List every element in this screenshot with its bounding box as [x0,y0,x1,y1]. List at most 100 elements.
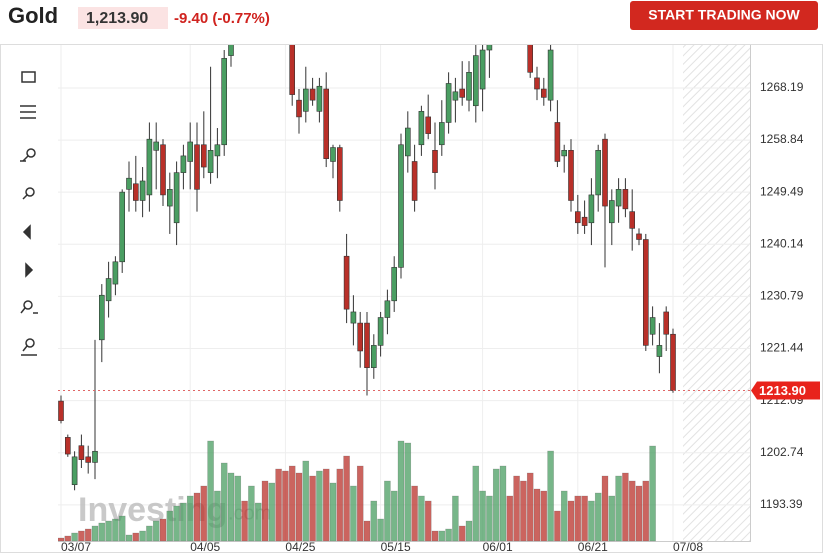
candle-body [521,11,526,39]
volume-bar [567,500,575,542]
volume-bar [479,490,486,542]
tool-rectangle[interactable] [21,71,36,83]
volume-bar [288,465,296,542]
candle-body [561,150,568,157]
volume-bar [268,482,276,542]
volume-bar [424,500,432,542]
volume-bar [146,525,153,542]
volume-bar [635,485,643,542]
candle-body [370,345,377,368]
volume-bar [642,480,650,542]
volume-bar [173,505,180,542]
candle-body [119,191,125,263]
candle-body [534,77,540,90]
volume-bar [220,462,228,542]
candle-body [330,147,336,162]
volume-bar [227,472,235,542]
y-tick-label: 1193.39 [760,497,803,511]
candle-body [201,144,207,168]
candle-body [663,311,670,335]
button-label[interactable]: START TRADING NOW [648,7,800,23]
candle-body [670,333,676,391]
volume-bar [64,535,72,542]
candle-body [105,278,112,302]
volume-bar [186,495,194,542]
tool-zoom-in[interactable] [20,148,36,162]
volume-bar [554,510,561,542]
volume-bar [261,480,269,542]
candle-body [221,58,227,146]
tool-lines[interactable] [20,105,36,119]
candle-body [391,267,398,302]
tool-zoom-out[interactable] [22,187,35,200]
volume-bar [513,475,520,542]
volume-bar [438,530,446,542]
candle-body [126,177,132,190]
candle-body [350,311,357,324]
start-trading-button[interactable] [630,1,818,30]
candle-body [398,144,404,268]
candle-body [99,294,105,341]
volume-bar [84,528,92,542]
candle-body [432,150,438,173]
volume-bar [58,537,65,542]
y-tick-label: 1258.84 [760,132,804,146]
candle-body [514,5,519,11]
volume-bar [98,522,106,542]
candle-body [194,144,200,190]
volume-bar [139,530,146,542]
volume-bar [452,495,459,542]
tool-reset[interactable] [21,338,37,356]
candle-body [636,233,642,240]
volume-bar [193,492,201,542]
volume-bar [377,518,384,542]
candle-body [568,150,574,201]
volume-bar [166,510,174,542]
volume-bar [356,465,364,542]
candle-body [78,445,85,460]
x-tick-label: 04/05 [190,540,220,553]
tool-scroll-right[interactable] [25,262,34,278]
volume-bar [316,470,323,542]
candle-body [336,147,343,201]
volume-bar [506,495,514,542]
volume-bar [295,472,303,542]
volume-bar [588,500,595,542]
x-tick-label: 04/25 [285,540,315,553]
toolbar [20,71,38,356]
candle-body [404,127,411,157]
volume-bar [336,468,344,542]
candle-body [642,239,649,346]
volume-bar [520,480,527,542]
candle-body [581,216,588,226]
candle-body [501,0,506,5]
volume-bar [622,472,629,542]
candle-body [629,211,636,229]
y-tick-label: 1249.49 [760,184,804,198]
volume-bar [248,485,255,542]
candle-body [411,161,418,201]
candle-body [269,5,274,11]
candle-body [479,49,486,90]
volume-bar [329,482,337,542]
candle-body [85,456,91,463]
candle-body [547,49,554,101]
volume-bar [499,465,507,542]
candle-body [139,180,146,201]
volume-bar [594,492,602,542]
volume-bar [445,528,452,542]
candle-body [615,189,622,207]
candle-body [622,189,629,210]
volume-bar [91,525,99,542]
volume-bar [118,515,126,542]
x-tick-label: 06/01 [483,540,513,553]
candle-body [146,138,153,196]
volume-bar [547,450,554,542]
volume-bar [282,470,289,542]
volume-bar [540,490,548,542]
volume-bar [418,495,425,542]
volume-bar [560,490,568,542]
tool-zoom-range[interactable] [20,300,38,314]
candle-body [540,88,547,98]
tool-scroll-left[interactable] [22,224,31,240]
